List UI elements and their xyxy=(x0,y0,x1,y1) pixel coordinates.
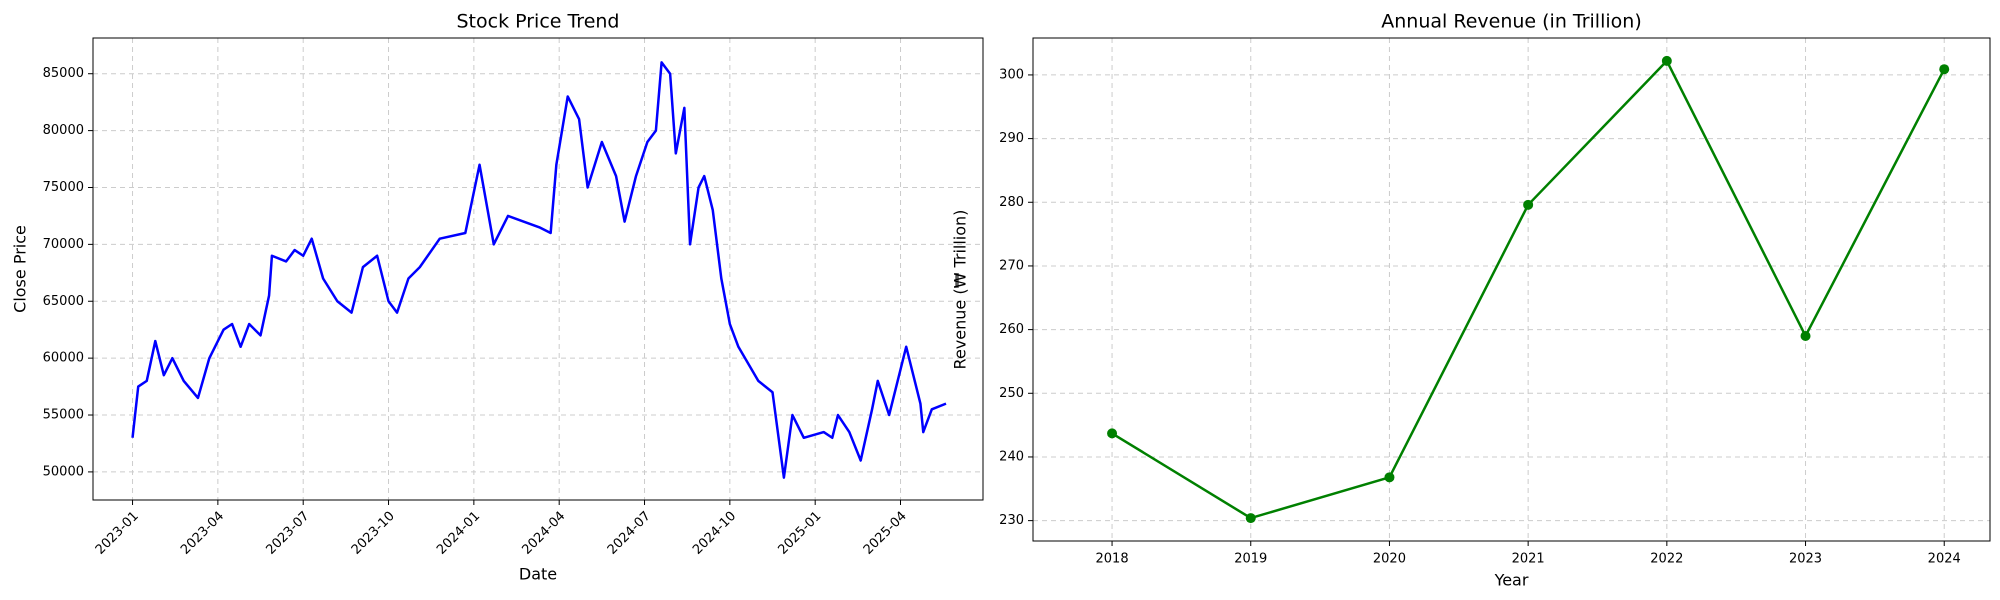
x-tick-label: 2023-01 xyxy=(93,509,142,558)
data-point xyxy=(1107,428,1118,439)
y-tick-label: 50000 xyxy=(43,464,84,479)
data-line xyxy=(131,61,947,479)
axes-frame xyxy=(1032,37,1991,542)
x-axis-label: Date xyxy=(519,565,557,584)
y-tick-label: 290 xyxy=(999,131,1024,146)
y-axis-label: Close Price xyxy=(11,225,30,313)
y-tick-label: 85000 xyxy=(43,66,84,81)
data-point xyxy=(1661,55,1672,66)
y-tick-label: 60000 xyxy=(43,351,84,366)
y-tick-label: 250 xyxy=(999,386,1024,401)
x-tick-label: 2024-07 xyxy=(605,509,654,558)
data-point xyxy=(1384,472,1395,483)
y-tick-label: 80000 xyxy=(43,123,84,138)
subplot: 50000 55000 60000 65000 70000 75000 80000 85000… xyxy=(11,11,984,584)
x-axis-label: Year xyxy=(1494,571,1529,590)
x-tick-label: 2024-01 xyxy=(434,509,483,558)
chart-title: Annual Revenue (in Trillion) xyxy=(1381,11,1641,33)
x-tick-label: 2023-04 xyxy=(178,509,227,558)
chart-title: Stock Price Trend xyxy=(456,11,619,33)
x-tick-label: 2025-01 xyxy=(775,509,824,558)
y-tick-label: 70000 xyxy=(43,237,84,252)
x-tick-label: 2022 xyxy=(1650,552,1683,567)
subplot: 230 240 250 260 270 280 290 300 2018 2019 2020 2021… xyxy=(951,11,1991,590)
y-tick-label: 240 xyxy=(999,449,1024,464)
y-tick-label: 65000 xyxy=(43,294,84,309)
data-point xyxy=(1939,64,1950,75)
x-tick-label: 2023-10 xyxy=(349,509,398,558)
y-tick-label: 270 xyxy=(999,258,1024,273)
y-tick-label: 300 xyxy=(999,67,1024,82)
x-tick-label: 2024-04 xyxy=(519,509,568,558)
y-tick-label: 280 xyxy=(999,195,1024,210)
y-tick-label: 75000 xyxy=(43,180,84,195)
x-tick-label: 2025-04 xyxy=(861,509,910,558)
data-point xyxy=(1523,199,1534,210)
y-tick-label: 230 xyxy=(999,513,1024,528)
x-tick-label: 2024-10 xyxy=(690,509,739,558)
data-point xyxy=(1800,330,1811,341)
x-tick-label: 2020 xyxy=(1373,552,1406,567)
y-tick-label: 260 xyxy=(999,322,1024,337)
y-tick-label: 55000 xyxy=(43,408,84,423)
y-axis-label: Revenue (₩ Trillion) xyxy=(951,210,970,370)
x-tick-label: 2023-07 xyxy=(263,509,312,558)
x-tick-label: 2021 xyxy=(1512,552,1545,567)
data-point xyxy=(1245,513,1256,524)
x-tick-label: 2024 xyxy=(1928,552,1961,567)
x-tick-label: 2019 xyxy=(1234,552,1267,567)
axes-frame xyxy=(92,37,984,501)
x-tick-label: 2023 xyxy=(1789,552,1822,567)
x-tick-label: 2018 xyxy=(1096,552,1129,567)
